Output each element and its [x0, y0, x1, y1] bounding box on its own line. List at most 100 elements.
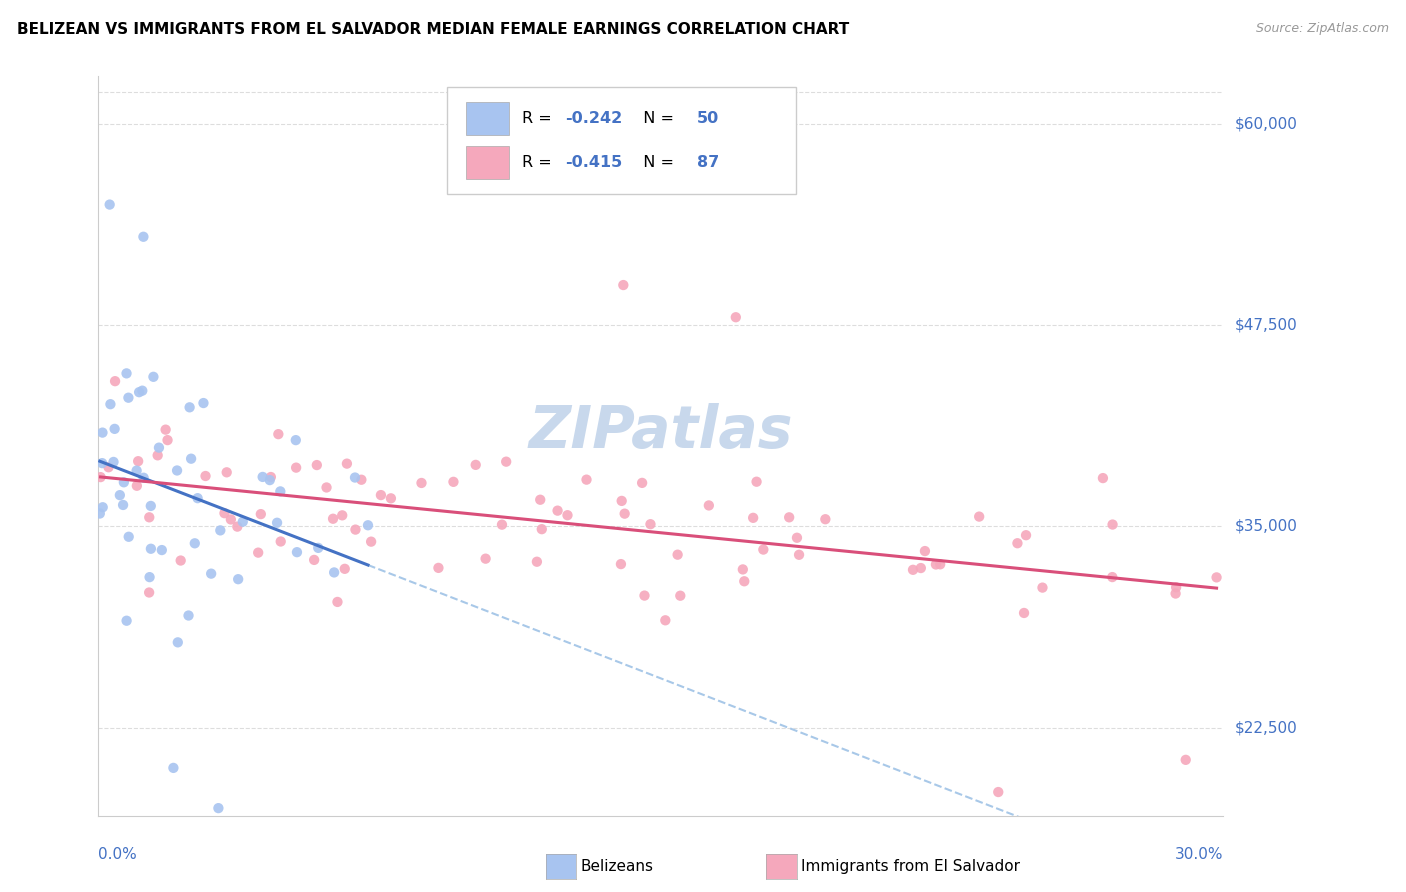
Point [103, 455, 125, 469]
Point [194, 469, 217, 483]
Point [100, 397, 122, 411]
Point [495, 455, 517, 469]
Point [925, 558, 948, 572]
Point [267, 427, 290, 442]
Point [97, 460, 120, 475]
Point [654, 613, 676, 627]
Point [146, 448, 169, 462]
Point [1166, 580, 1188, 594]
Point [247, 546, 270, 560]
Point [1205, 570, 1227, 584]
Point [307, 541, 329, 555]
Point [131, 384, 153, 398]
Point [326, 595, 349, 609]
Point [612, 278, 634, 293]
Point [285, 545, 308, 559]
Point [330, 508, 353, 523]
Text: $47,500: $47,500 [1234, 318, 1298, 333]
Point [474, 551, 496, 566]
Point [427, 561, 450, 575]
Point [226, 519, 249, 533]
Point [284, 433, 307, 447]
Point [786, 531, 808, 545]
Point [252, 470, 274, 484]
Point [305, 458, 328, 472]
Point [200, 566, 222, 581]
Point [214, 506, 236, 520]
Point [1015, 528, 1038, 542]
Point [742, 511, 765, 525]
Point [148, 441, 170, 455]
Point [139, 541, 162, 556]
Point [610, 557, 633, 571]
Point [669, 589, 692, 603]
Text: Belizeans: Belizeans [581, 859, 654, 873]
Point [901, 563, 924, 577]
Point [336, 457, 359, 471]
Point [530, 522, 553, 536]
Point [302, 553, 325, 567]
Point [778, 510, 800, 524]
Point [752, 542, 775, 557]
Point [323, 566, 346, 580]
Text: Immigrants from El Salvador: Immigrants from El Salvador [801, 859, 1021, 873]
Point [118, 530, 141, 544]
Point [179, 401, 201, 415]
Point [226, 572, 249, 586]
FancyBboxPatch shape [447, 87, 796, 194]
Text: -0.415: -0.415 [565, 155, 623, 170]
Text: 50: 50 [697, 112, 718, 126]
Point [443, 475, 465, 489]
Point [156, 433, 179, 447]
Point [209, 524, 232, 538]
Point [631, 475, 654, 490]
Text: $22,500: $22,500 [1234, 720, 1298, 735]
Point [138, 510, 160, 524]
Point [138, 585, 160, 599]
Point [285, 460, 308, 475]
Point [128, 385, 150, 400]
Point [1101, 570, 1123, 584]
Point [1091, 471, 1114, 485]
Point [640, 517, 662, 532]
Point [575, 473, 598, 487]
Point [184, 536, 207, 550]
Point [132, 229, 155, 244]
Point [115, 614, 138, 628]
Point [91, 425, 114, 440]
Text: $60,000: $60,000 [1234, 117, 1298, 132]
Text: $35,000: $35,000 [1234, 519, 1298, 534]
Text: BELIZEAN VS IMMIGRANTS FROM EL SALVADOR MEDIAN FEMALE EARNINGS CORRELATION CHART: BELIZEAN VS IMMIGRANTS FROM EL SALVADOR … [17, 22, 849, 37]
Point [132, 471, 155, 485]
Point [529, 492, 551, 507]
Point [380, 491, 402, 506]
Point [139, 499, 162, 513]
Point [610, 494, 633, 508]
Point [104, 422, 127, 436]
Point [557, 508, 579, 523]
Point [187, 491, 209, 505]
Point [724, 310, 747, 325]
Point [150, 543, 173, 558]
Point [1101, 517, 1123, 532]
Point [745, 475, 768, 489]
Point [104, 374, 127, 388]
Point [91, 500, 114, 515]
Point [315, 480, 337, 494]
Point [613, 507, 636, 521]
Point [547, 503, 569, 517]
Point [180, 451, 202, 466]
Point [125, 479, 148, 493]
Point [1012, 606, 1035, 620]
Point [91, 456, 114, 470]
Point [967, 509, 990, 524]
Point [1174, 753, 1197, 767]
Point [526, 555, 548, 569]
Point [250, 507, 273, 521]
Point [343, 470, 366, 484]
Point [138, 570, 160, 584]
Text: 87: 87 [697, 155, 718, 170]
Point [98, 197, 121, 211]
Point [411, 475, 433, 490]
Point [666, 548, 689, 562]
